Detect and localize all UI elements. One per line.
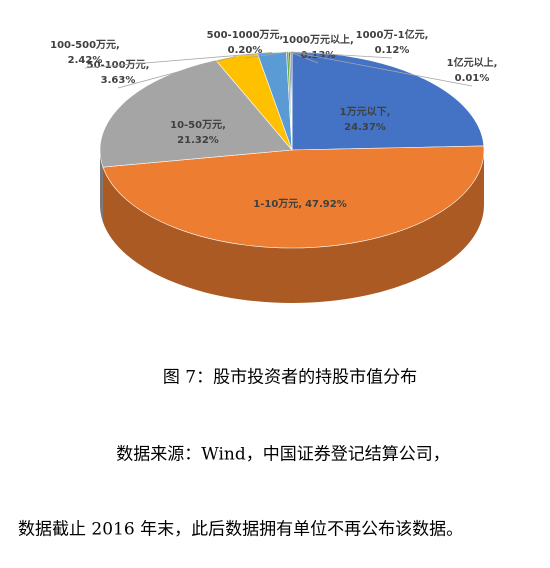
data-label: 1-10万元, 47.92% xyxy=(253,198,346,210)
data-label-value: 21.32% xyxy=(177,135,219,146)
caption: 数据来源：Wind，中国证券登记结算公司， xyxy=(116,445,449,465)
leader-line xyxy=(117,55,237,89)
leader-line xyxy=(291,51,393,59)
caption: 数据截止 2016 年末，此后数据拥有单位不再公布该数据。 xyxy=(18,520,463,540)
data-label-name: 500-1000万元, xyxy=(207,29,284,41)
data-label-value: 0.13% xyxy=(301,50,336,61)
data-label-name: 1-10万元, xyxy=(253,198,302,210)
slice xyxy=(99,59,293,168)
data-label-name: 1000万元以上, xyxy=(282,33,354,46)
data-label-name: 1万元以下, xyxy=(340,106,391,118)
leader-line xyxy=(244,51,288,59)
slice xyxy=(291,51,485,151)
data-label-name: 1亿元以上, xyxy=(447,56,498,69)
leader-line xyxy=(289,51,319,64)
data-label-value: 3.63% xyxy=(101,75,136,86)
data-label-value: 47.92% xyxy=(305,199,347,210)
data-label-value: 2.42% xyxy=(68,55,103,66)
leader-line xyxy=(291,51,473,87)
data-label-value: 0.12% xyxy=(375,45,410,56)
slice-side xyxy=(100,150,103,223)
data-label-name: 1000万-1亿元, xyxy=(356,28,429,41)
data-label-name: 100-500万元, xyxy=(50,39,120,51)
slice-side xyxy=(102,150,485,304)
data-label-name: 10-50万元, xyxy=(170,119,226,131)
data-label-value: 0.20% xyxy=(228,45,263,56)
data-label-value: 24.37% xyxy=(344,122,386,133)
slice xyxy=(102,145,485,249)
caption: 图 7：股市投资者的持股市值分布 xyxy=(163,368,417,388)
leader-line xyxy=(84,52,272,69)
data-label-value: 0.01% xyxy=(455,73,490,84)
